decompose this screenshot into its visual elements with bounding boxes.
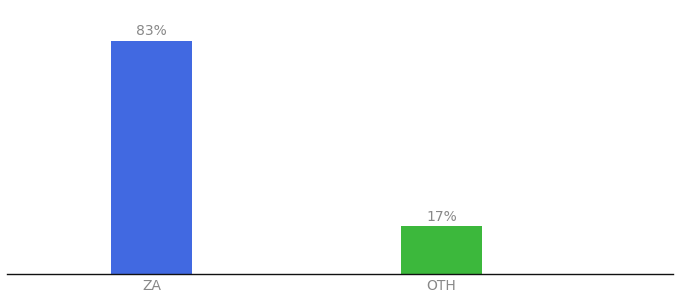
Text: 17%: 17% <box>426 210 457 224</box>
Text: 83%: 83% <box>137 24 167 38</box>
Bar <box>401 226 482 274</box>
Bar <box>112 41 192 274</box>
